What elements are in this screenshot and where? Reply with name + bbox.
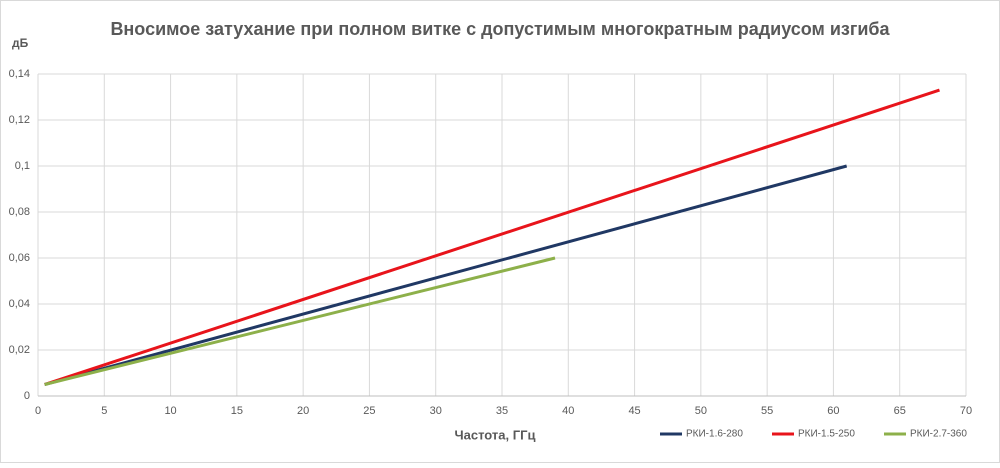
y-tick-label: 0,14 — [9, 68, 30, 80]
y-tick-label: 0,04 — [9, 298, 30, 310]
legend-label: РКИ-1.5-250 — [798, 429, 855, 440]
chart-title: Вносимое затухание при полном витке с до… — [110, 19, 890, 39]
x-tick-label: 10 — [164, 405, 176, 417]
series-line — [44, 88, 940, 386]
y-tick-label: 0 — [24, 390, 30, 402]
x-tick-label: 30 — [430, 405, 442, 417]
y-tick-label: 0,02 — [9, 344, 30, 356]
x-tick-label: 45 — [628, 405, 640, 417]
legend-label: РКИ-2.7-360 — [910, 429, 967, 440]
y-tick-label: 0,08 — [9, 206, 30, 218]
series-line — [44, 164, 848, 386]
x-tick-label: 35 — [496, 405, 508, 417]
series-line — [44, 256, 556, 386]
x-axis-label: Частота, ГГц — [455, 427, 536, 442]
x-tick-label: 55 — [761, 405, 773, 417]
x-tick-label: 50 — [695, 405, 707, 417]
y-tick-label: 0,06 — [9, 252, 30, 264]
x-tick-label: 0 — [35, 405, 41, 417]
y-axis-label: дБ — [12, 36, 29, 50]
x-tick-label: 70 — [960, 405, 972, 417]
x-tick-label: 5 — [101, 405, 107, 417]
x-tick-label: 40 — [562, 405, 574, 417]
legend-label: РКИ-1.6-280 — [686, 429, 743, 440]
x-tick-label: 20 — [297, 405, 309, 417]
x-tick-label: 65 — [894, 405, 906, 417]
x-tick-label: 60 — [827, 405, 839, 417]
x-tick-label: 15 — [231, 405, 243, 417]
x-tick-label: 25 — [363, 405, 375, 417]
y-tick-label: 0,12 — [9, 114, 30, 126]
y-tick-label: 0,1 — [15, 160, 30, 172]
